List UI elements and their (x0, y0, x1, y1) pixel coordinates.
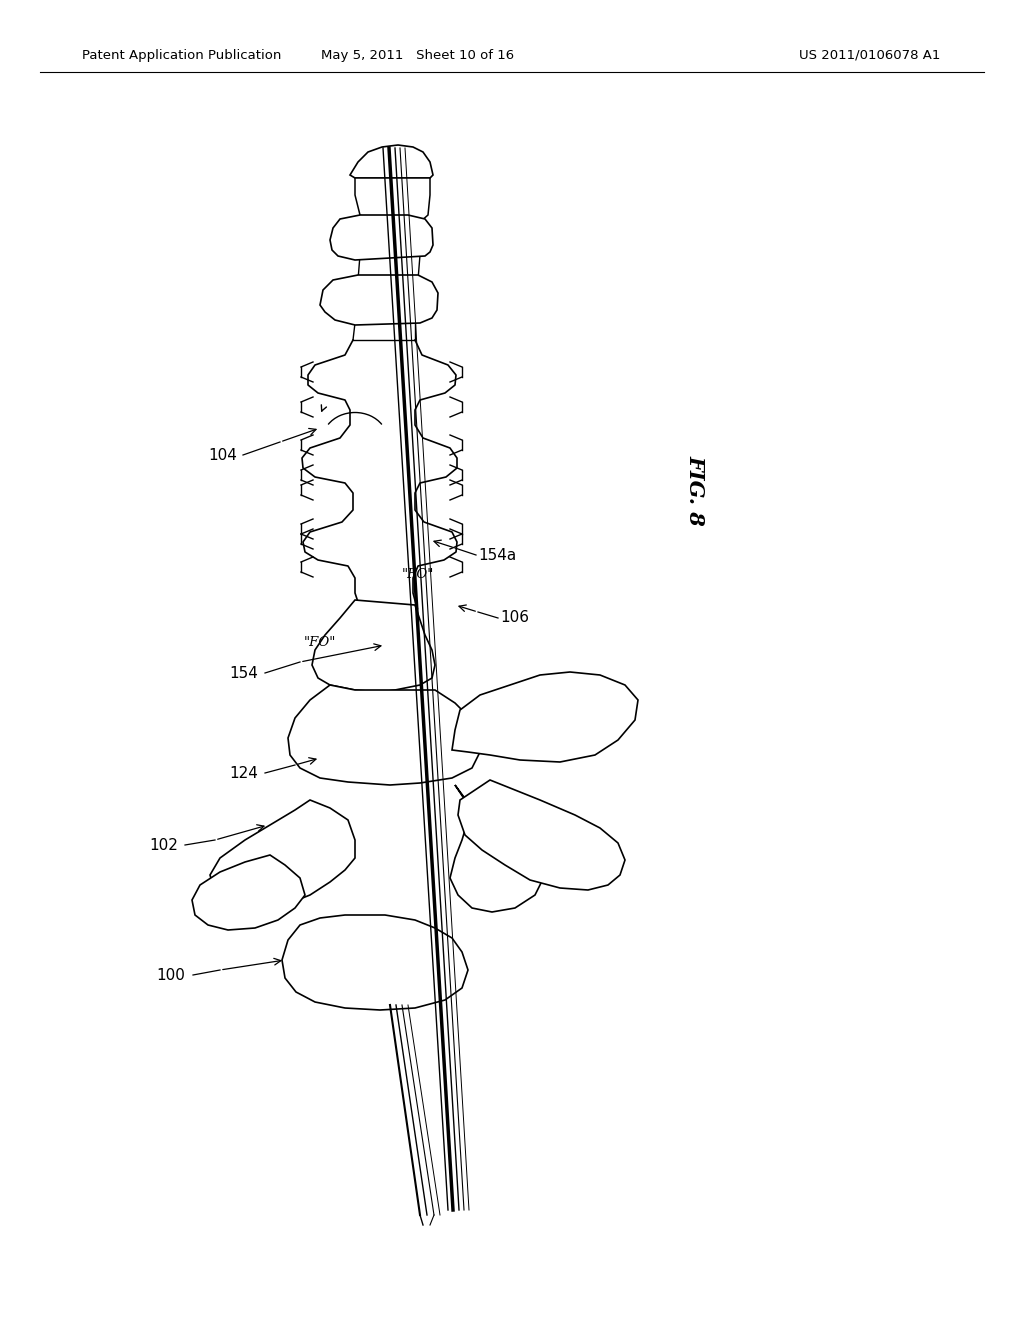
Text: May 5, 2011   Sheet 10 of 16: May 5, 2011 Sheet 10 of 16 (322, 49, 515, 62)
Text: 154: 154 (229, 665, 258, 681)
Text: 154a: 154a (478, 548, 516, 562)
Text: US 2011/0106078 A1: US 2011/0106078 A1 (799, 49, 940, 62)
Polygon shape (210, 800, 355, 908)
Polygon shape (282, 915, 468, 1010)
Text: 102: 102 (150, 837, 178, 853)
Polygon shape (330, 215, 433, 260)
Polygon shape (355, 178, 430, 224)
Text: FIG. 8: FIG. 8 (685, 454, 705, 525)
Polygon shape (452, 672, 638, 762)
Polygon shape (193, 855, 305, 931)
Text: 106: 106 (500, 610, 529, 626)
Polygon shape (458, 780, 625, 890)
Text: 124: 124 (229, 766, 258, 780)
Polygon shape (319, 275, 438, 325)
Text: 100: 100 (156, 968, 185, 982)
Polygon shape (450, 785, 545, 912)
Polygon shape (312, 601, 435, 692)
Text: "FO": "FO" (304, 636, 336, 649)
Text: Patent Application Publication: Patent Application Publication (82, 49, 282, 62)
Text: "FO": "FO" (401, 569, 434, 582)
Polygon shape (350, 145, 433, 178)
Polygon shape (288, 685, 480, 785)
Text: 104: 104 (208, 447, 237, 462)
